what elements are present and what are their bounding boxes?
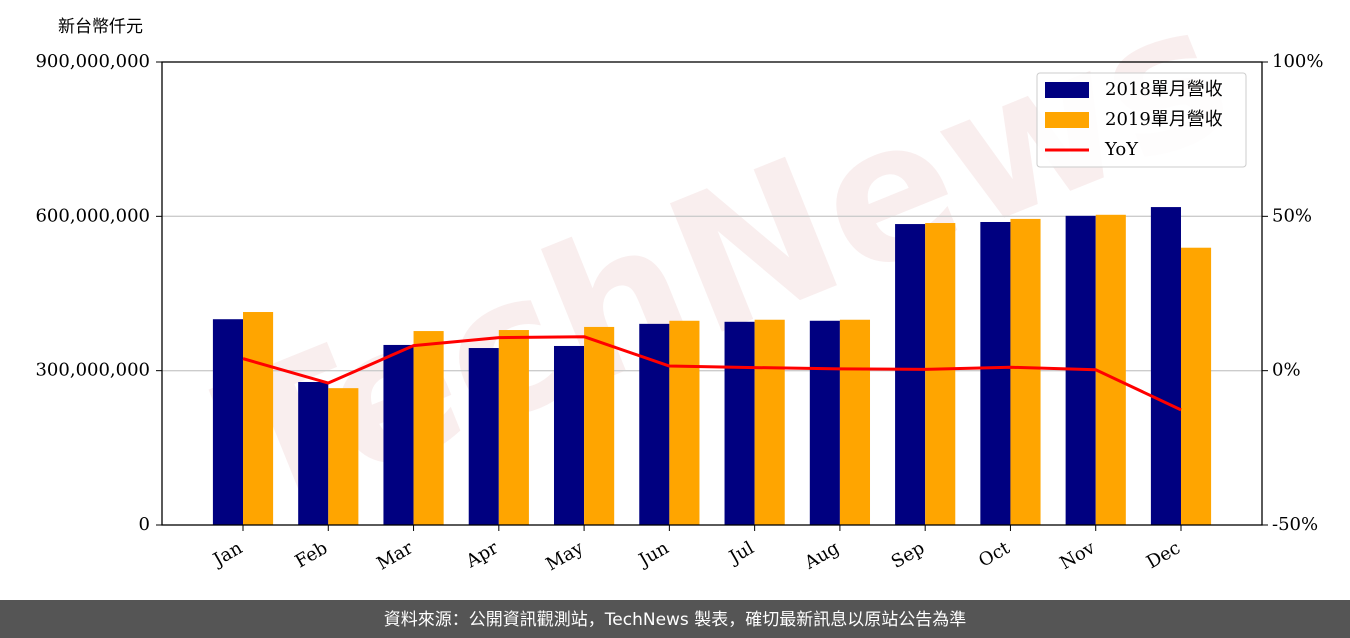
y-tick-label: 300,000,000 (35, 360, 150, 381)
plot-frame (161, 61, 1263, 526)
bar (809, 320, 840, 525)
x-tick-label: Nov (1056, 537, 1099, 574)
x-tick-label: Jan (208, 537, 246, 571)
bar (413, 331, 444, 525)
yoy-line (242, 335, 1182, 412)
bar (498, 330, 529, 525)
bar (212, 319, 244, 525)
bar (980, 221, 1011, 525)
bar (383, 344, 414, 525)
x-tick-label: Jun (634, 537, 673, 572)
y2-tick-label: -50% (1272, 514, 1318, 535)
bar (1010, 218, 1041, 525)
bar (468, 348, 499, 525)
x-tick-label: Jul (724, 537, 758, 569)
bar (1150, 207, 1181, 525)
bar (724, 321, 755, 525)
x-tick-label: May (543, 537, 588, 575)
legend-swatch (1045, 82, 1089, 98)
y2-tick-label: 100% (1272, 51, 1323, 72)
x-tick-label: Aug (800, 537, 843, 574)
y-tick-label: 600,000,000 (35, 205, 150, 226)
x-tick-label: Dec (1143, 537, 1184, 573)
legend-label: 2018單月營收 (1105, 79, 1223, 100)
bar (553, 345, 585, 525)
bar (328, 388, 359, 525)
bar (1095, 214, 1126, 526)
legend-label: YoY (1104, 139, 1139, 160)
footer-band (0, 600, 1350, 638)
x-tick-label: Apr (462, 537, 502, 572)
legend-label: 2019單月營收 (1105, 109, 1223, 130)
legend-swatch (1045, 112, 1089, 128)
legend-box (1036, 72, 1247, 168)
y2-tick-label: 50% (1272, 205, 1312, 226)
y-tick-label: 900,000,000 (35, 51, 150, 72)
x-tick-label: Sep (888, 537, 928, 572)
bar (639, 323, 670, 525)
bar (243, 312, 274, 525)
bar (669, 320, 700, 525)
footer: 資料來源：公開資訊觀測站，TechNews 製表，確切最新訊息以原站公告為準 (384, 610, 966, 630)
bar (584, 326, 615, 525)
bar (925, 223, 956, 525)
y-axis-label: 新台幣仟元 (58, 17, 143, 37)
bar (298, 381, 329, 525)
y2-tick-label: 0% (1272, 360, 1301, 381)
x-tick-label: Mar (373, 537, 417, 574)
x-tick-label: Oct (975, 537, 1014, 572)
bar (754, 319, 785, 525)
bar (1180, 247, 1212, 525)
bar (839, 319, 871, 525)
y-tick-label: 0 (139, 514, 150, 535)
bar (895, 224, 926, 526)
